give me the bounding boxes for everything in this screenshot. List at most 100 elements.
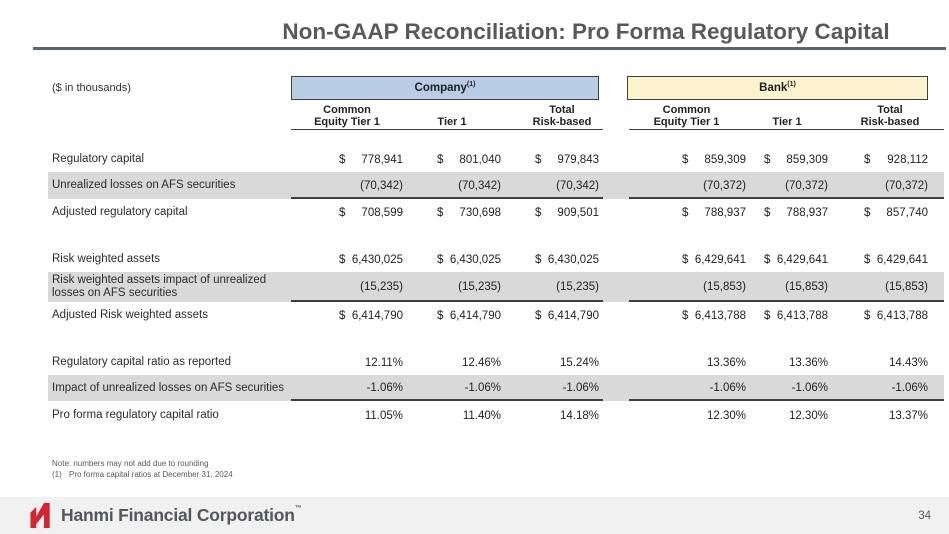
cell-value: -1.06%: [709, 382, 746, 394]
cell-value: (70,372): [885, 179, 928, 192]
cell-value: $6,429,641: [764, 253, 828, 266]
cell-value: $708,599: [339, 206, 403, 219]
cell-value: $6,414,790: [437, 309, 501, 322]
cell-value: $6,430,025: [339, 253, 403, 266]
cell-value: $6,430,025: [535, 253, 599, 266]
cell-value: 11.40%: [462, 409, 501, 422]
footnote-superscript: (1): [787, 81, 796, 89]
table-row: Regulatory capital $778,941 $801,040 $97…: [48, 147, 944, 172]
table-row: Risk weighted assets $6,430,025 $6,430,0…: [48, 247, 944, 272]
row-label: Impact of unrealized losses on AFS secur…: [52, 381, 285, 394]
footnote-1: (1) Pro forma capital ratios at December …: [52, 470, 233, 479]
cell-value: -1.06%: [562, 382, 599, 394]
row-label: Adjusted regulatory capital: [52, 206, 188, 218]
cell-value: 12.30%: [788, 409, 828, 422]
bank-group-label: Bank(1): [759, 81, 796, 94]
dollar-sign: $: [535, 253, 542, 266]
table-row: Risk weighted assets impact of unrealize…: [48, 272, 944, 302]
dollar-sign: $: [682, 253, 689, 266]
dollar-sign: $: [864, 253, 871, 266]
cell-value: $859,309: [682, 153, 746, 166]
page-title: Non-GAAP Reconciliation: Pro Forma Regul…: [282, 19, 890, 44]
trademark-icon: ™: [294, 505, 302, 512]
cell-value: -1.06%: [891, 382, 928, 394]
cell-value: (15,853): [785, 281, 828, 293]
table-row: Impact of unrealized losses on AFS secur…: [48, 375, 944, 401]
cell-value: $979,843: [535, 153, 599, 166]
column-header-tier1: Tier 1: [437, 116, 467, 128]
cell-value: $788,937: [682, 206, 746, 219]
cell-value: 13.36%: [788, 356, 828, 369]
row-spacer: [48, 329, 944, 350]
table-row: Adjusted regulatory capital $708,599 $73…: [48, 199, 944, 226]
dollar-sign: $: [535, 153, 542, 166]
cell-value: $6,429,641: [864, 253, 928, 266]
cell-value: $6,429,641: [682, 253, 746, 266]
cell-value: 13.37%: [888, 409, 928, 422]
cell-value: 12.11%: [364, 356, 403, 369]
title-divider: [33, 47, 946, 50]
cell-value: $6,413,788: [864, 309, 928, 322]
cell-value: 14.43%: [888, 356, 928, 369]
dollar-sign: $: [535, 309, 542, 322]
cell-value: $6,413,788: [764, 309, 828, 322]
dollar-sign: $: [339, 309, 346, 322]
row-label: Risk weighted assets: [52, 253, 161, 265]
cell-value: 12.46%: [461, 356, 501, 369]
cell-value: 11.05%: [364, 409, 403, 422]
row-spacer: [48, 226, 944, 247]
footer-bar: Hanmi Financial Corporation™ 34: [0, 497, 949, 534]
cell-value: (15,235): [556, 281, 599, 293]
hanmi-logo-icon: [30, 503, 50, 528]
dollar-sign: $: [864, 206, 871, 219]
cell-value: (70,342): [458, 179, 501, 192]
company-group-label: Company(1): [414, 81, 476, 94]
cell-value: $801,040: [437, 153, 501, 166]
cell-value: (15,235): [458, 281, 501, 293]
cell-value: $6,430,025: [437, 253, 501, 266]
brand-name: Hanmi Financial Corporation™: [61, 505, 302, 525]
cell-value: -1.06%: [791, 382, 828, 394]
dollar-sign: $: [437, 253, 444, 266]
row-label: Regulatory capital: [52, 153, 145, 165]
cell-value: $857,740: [864, 206, 928, 219]
dollar-sign: $: [339, 206, 346, 219]
cell-value: (15,853): [885, 281, 928, 293]
company-group-header: Company(1): [291, 76, 599, 100]
dollar-sign: $: [682, 206, 689, 219]
bank-group-header: Bank(1): [627, 76, 928, 100]
dollar-sign: $: [535, 206, 542, 219]
footnotes: Note: numbers may not add due to roundin…: [52, 458, 233, 480]
table-row: Regulatory capital ratio as reported 12.…: [48, 350, 944, 375]
dollar-sign: $: [437, 153, 444, 166]
cell-value: (15,853): [703, 281, 746, 293]
cell-value: -1.06%: [366, 382, 403, 394]
cell-value: -1.06%: [464, 382, 501, 394]
column-header-cet1: Common Equity Tier 1: [314, 104, 380, 128]
cell-value: (70,342): [556, 179, 599, 192]
cell-value: $928,112: [864, 153, 928, 166]
cell-value: $778,941: [339, 153, 403, 166]
cell-value: (70,342): [360, 179, 403, 192]
table-group-header-row: ($ in thousands) Company(1) Bank(1): [48, 76, 944, 100]
row-label: Risk weighted assets impact of unrealize…: [52, 274, 267, 299]
dollar-sign: $: [682, 309, 689, 322]
dollar-sign: $: [437, 206, 444, 219]
table-row: Unrealized losses on AFS securities (70,…: [48, 172, 944, 199]
cell-value: 13.36%: [706, 356, 746, 369]
row-label: Pro forma regulatory capital ratio: [52, 409, 219, 421]
cell-value: 15.24%: [559, 356, 599, 369]
cell-value: $859,309: [764, 153, 828, 166]
dollar-sign: $: [764, 206, 771, 219]
dollar-sign: $: [339, 253, 346, 266]
column-header-total-risk-based: Total Risk-based: [532, 104, 592, 128]
cell-value: $788,937: [764, 206, 828, 219]
units-label: ($ in thousands): [52, 82, 131, 94]
cell-value: $6,414,790: [535, 309, 599, 322]
reconciliation-table: ($ in thousands) Company(1) Bank(1) Comm…: [48, 76, 944, 430]
cell-value: (70,372): [785, 179, 828, 192]
page-number: 34: [918, 509, 931, 522]
table-row: Adjusted Risk weighted assets $6,414,790…: [48, 302, 944, 329]
column-header-tier1: Tier 1: [772, 116, 802, 128]
cell-value: 14.18%: [559, 409, 599, 422]
